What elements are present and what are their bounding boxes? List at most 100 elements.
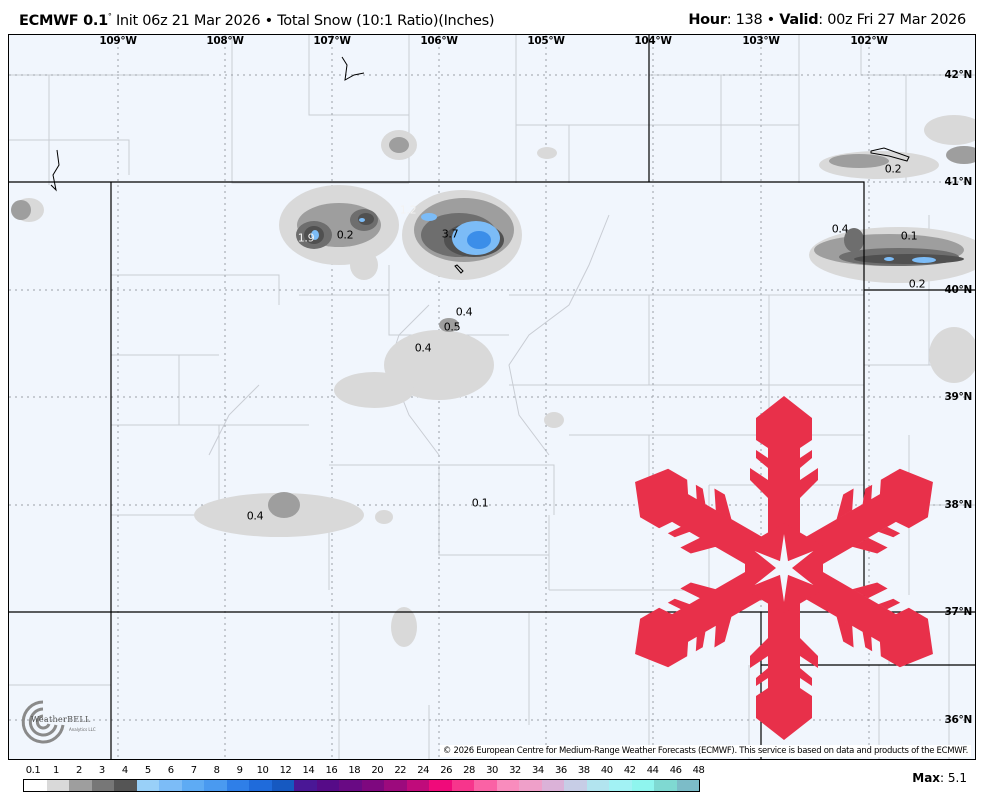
state-borders: [9, 35, 975, 759]
lakes: [50, 56, 910, 274]
colorbar-label: 2: [75, 765, 82, 776]
map-title: ECMWF 0.1° Init 06z 21 Mar 2026 • Total …: [19, 12, 495, 29]
lat-label: 39°N: [944, 391, 973, 403]
colorbar-label: 20: [371, 765, 384, 776]
colorbar-swatch: [406, 780, 429, 791]
colorbar-label: 48: [692, 765, 705, 776]
colorbar-swatch: [294, 780, 317, 791]
graticule: [9, 35, 975, 759]
lon-label: 102°W: [850, 35, 888, 47]
snow-value-label: 1.9: [297, 231, 315, 245]
colorbar-swatch: [631, 780, 654, 791]
colorbar-label: 42: [623, 765, 636, 776]
colorbar-label: 18: [348, 765, 361, 776]
lat-label: 38°N: [944, 499, 973, 511]
colorbar-label: 6: [167, 765, 174, 776]
colorbar-label: 44: [646, 765, 659, 776]
colorbar-swatch: [496, 780, 519, 791]
forecast-hour: 138: [735, 12, 763, 28]
product-name: Total Snow (10:1 Ratio)(Inches): [277, 12, 495, 29]
colorbar-label: 38: [577, 765, 590, 776]
colorbar-label: 40: [600, 765, 613, 776]
snow-value-label: 0.4: [246, 509, 264, 523]
colorbar-label: 22: [394, 765, 407, 776]
lon-label: 103°W: [742, 35, 780, 47]
lon-label: 108°W: [206, 35, 244, 47]
colorbar-swatch: [204, 780, 227, 791]
colorbar-label: 1: [53, 765, 59, 776]
colorbar-swatch: [676, 780, 699, 791]
colorbar-swatch: [316, 780, 339, 791]
snow-contour-mid: [11, 137, 975, 518]
snowfall-map: 109°W 108°W 107°W 106°W 105°W 104°W 103°…: [8, 34, 976, 760]
colorbar-label: 30: [486, 765, 498, 776]
colorbar-swatch: [361, 780, 384, 791]
lon-label: 105°W: [527, 35, 565, 47]
snowflake-arm: [635, 564, 775, 668]
snowfall-shading: [11, 115, 975, 647]
colorbar-swatch: [91, 780, 114, 791]
lat-label: 36°N: [944, 714, 973, 726]
colorbar-swatch: [46, 780, 69, 791]
snowflake-arm: [793, 468, 933, 572]
colorbar-label: 9: [236, 765, 243, 776]
valid-label: Valid: [779, 12, 819, 28]
colorbar-label: 24: [417, 765, 430, 776]
max-value: Max: 5.1: [912, 771, 967, 785]
snowflake-icon: [635, 396, 933, 740]
lon-label: 107°W: [313, 35, 351, 47]
colorbar-label: 36: [554, 765, 567, 776]
snow-contour-blue-dark: [467, 231, 491, 249]
colorbar-label: 28: [463, 765, 475, 776]
lat-label: 37°N: [944, 606, 973, 618]
colorbar-swatch: [24, 780, 47, 791]
logo-text: WeatherBELL: [31, 715, 91, 724]
snow-value-label: 0.4: [414, 341, 432, 355]
valid-time: 00z Fri 27 Mar 2026: [827, 12, 966, 28]
snowflake-arm: [793, 564, 933, 668]
weatherbell-logo: WeatherBELL Analytics LLC: [13, 697, 105, 747]
colorbar-swatch: [271, 780, 294, 791]
colorbar-swatch: [654, 780, 677, 791]
colorbar-label: 46: [669, 765, 682, 776]
colorbar-label: 5: [144, 765, 151, 776]
colorbar-swatch: [69, 780, 92, 791]
hour-label: Hour: [688, 12, 727, 28]
snowflake-arm: [750, 396, 818, 548]
colorbar-label: 12: [279, 765, 292, 776]
snow-value-label: 1.2: [399, 203, 417, 217]
snow-value-label: 0.1: [471, 496, 489, 510]
colorbar-swatch: [249, 780, 272, 791]
copyright-notice: © 2026 European Centre for Medium-Range …: [439, 745, 971, 757]
snowflake-arm: [635, 468, 775, 572]
colorbar-label: 0.1: [25, 765, 41, 776]
colorbar-label: 4: [121, 765, 128, 776]
snow-value-label: 0.2: [908, 277, 926, 291]
snow-value-label: 0.1: [900, 229, 918, 243]
colorbar-label: 26: [440, 765, 452, 776]
max-number: 5.1: [947, 771, 967, 785]
model-name: ECMWF 0.1: [19, 12, 108, 29]
colorbar-swatch: [384, 780, 407, 791]
lat-label: 41°N: [944, 176, 973, 188]
colorbar-label: 16: [325, 765, 338, 776]
colorbar-swatch: [429, 780, 452, 791]
swirl-icon: [21, 700, 65, 744]
colorbar-label: 7: [190, 765, 197, 776]
snow-value-label: 0.5: [443, 320, 461, 334]
colorbar-swatch: [586, 780, 609, 791]
lat-label: 40°N: [944, 284, 973, 296]
colorbar-swatch: [609, 780, 632, 791]
colorbar-label: 10: [256, 765, 269, 776]
lat-label: 42°N: [944, 69, 973, 81]
valid-info: Hour: 138 • Valid: 00z Fri 27 Mar 2026: [688, 12, 966, 28]
colorbar-swatch: [519, 780, 542, 791]
colorbar-swatch: [451, 780, 474, 791]
snowflake-inner-star: [754, 534, 814, 602]
snow-value-label: 0.2: [884, 162, 902, 176]
snow-value-label: 0.4: [455, 305, 473, 319]
colorbar: [23, 779, 700, 792]
snow-value-label: 0.4: [831, 222, 849, 236]
lon-label: 106°W: [420, 35, 458, 47]
snow-value-label: 3.7: [441, 227, 459, 241]
